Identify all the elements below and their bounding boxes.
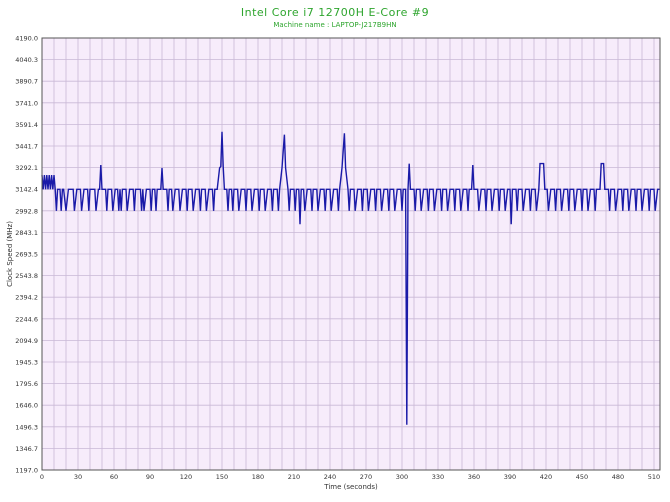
chart-title: Intel Core i7 12700H E-Core #9 [240, 6, 430, 19]
y-tick-label: 2843.1 [15, 229, 38, 237]
x-tick-label: 210 [288, 473, 300, 481]
x-tick-label: 240 [324, 473, 336, 481]
x-tick-label: 390 [504, 473, 516, 481]
y-tick-label: 2094.9 [15, 337, 38, 345]
y-tick-label: 1646.0 [15, 402, 38, 410]
x-tick-label: 420 [540, 473, 552, 481]
y-tick-label: 2543.8 [15, 272, 38, 280]
y-tick-label: 3142.4 [15, 186, 38, 194]
y-tick-label: 1945.3 [15, 358, 38, 366]
x-tick-label: 0 [40, 473, 44, 481]
x-tick-label: 90 [146, 473, 154, 481]
y-tick-label: 3292.1 [15, 164, 38, 172]
y-tick-label: 2244.6 [15, 315, 38, 323]
y-tick-label: 3441.7 [15, 143, 38, 151]
x-axis-label: Time (seconds) [323, 483, 378, 491]
x-tick-label: 150 [216, 473, 228, 481]
y-axis-ticks: 1197.0 1346.7 1496.3 1646.0 1795.6 1945.3 2094… [15, 35, 38, 475]
y-tick-label: 1496.3 [15, 423, 38, 431]
y-tick-label: 2394.2 [15, 294, 38, 302]
x-tick-label: 30 [74, 473, 82, 481]
x-tick-label: 480 [612, 473, 624, 481]
y-tick-label: 3741.0 [15, 99, 38, 107]
x-tick-label: 120 [180, 473, 192, 481]
x-axis-ticks: 0 30 60 90 120 150 180 210 240 270 300 330 360 390 420… [40, 473, 660, 481]
x-tick-label: 450 [576, 473, 588, 481]
y-tick-label: 1346.7 [15, 445, 38, 453]
x-tick-label: 510 [648, 473, 660, 481]
plot-frame [41, 37, 661, 471]
x-tick-label: 180 [252, 473, 264, 481]
x-tick-label: 60 [110, 473, 118, 481]
y-tick-label: 4190.0 [15, 35, 38, 43]
y-tick-label: 1197.0 [15, 467, 38, 475]
y-tick-label: 1795.6 [15, 380, 38, 388]
y-tick-label: 2693.5 [15, 251, 38, 259]
y-tick-label: 3591.4 [15, 121, 38, 129]
x-tick-label: 330 [432, 473, 444, 481]
x-tick-label: 300 [396, 473, 408, 481]
y-tick-label: 2992.8 [15, 207, 38, 215]
x-tick-label: 270 [360, 473, 372, 481]
y-axis-label: Clock Speed (MHz) [6, 221, 14, 287]
y-tick-label: 4040.3 [15, 56, 38, 64]
clock-speed-line [41, 131, 660, 425]
chart-subtitle: Machine name : LAPTOP-J217B9HN [273, 21, 397, 29]
y-tick-label: 3890.7 [15, 78, 38, 86]
grid-lines [41, 37, 660, 471]
x-tick-label: 360 [468, 473, 480, 481]
